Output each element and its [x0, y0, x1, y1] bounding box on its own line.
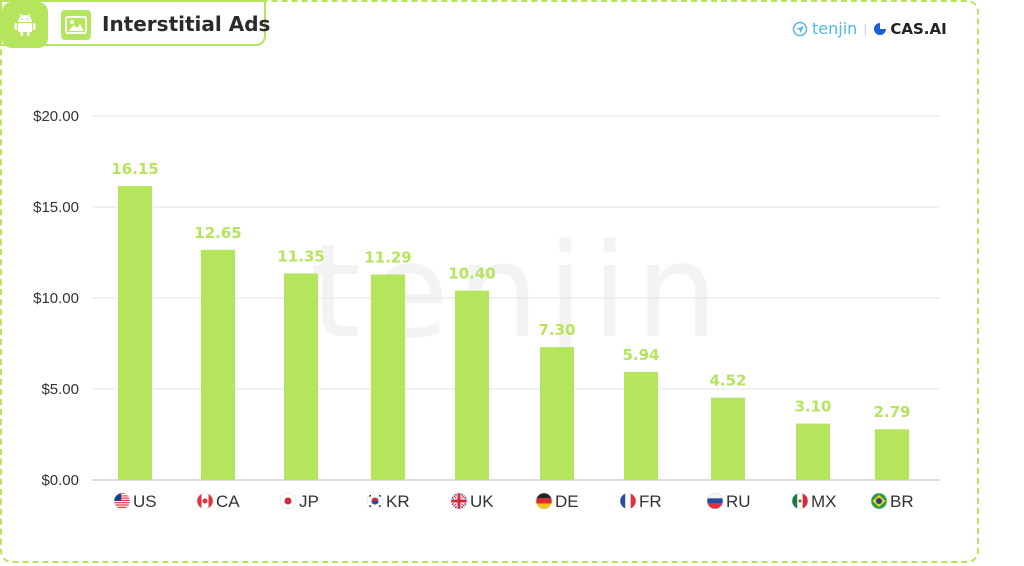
bar-uk: [455, 290, 489, 480]
data-label: 16.15: [111, 160, 158, 178]
cas-brand-name: CAS.AI: [890, 19, 947, 38]
ru-flag-icon: [706, 492, 724, 510]
y-tick-label: $5.00: [41, 381, 79, 398]
tenjin-logo: tenjin: [792, 19, 857, 38]
x-tick-label: KR: [386, 492, 410, 511]
mx-flag-icon: [791, 492, 809, 510]
y-tick-label: $20.00: [33, 108, 79, 125]
x-tick-label: FR: [639, 492, 662, 511]
android-icon: [2, 2, 48, 48]
jp-flag-icon: [279, 492, 297, 510]
bar-kr: [371, 274, 405, 480]
data-label: 7.30: [538, 321, 575, 339]
bar-br: [875, 429, 909, 480]
data-label: 11.29: [364, 249, 411, 267]
tenjin-brand-name: tenjin: [812, 19, 858, 38]
data-label: 3.10: [794, 398, 831, 416]
x-tick-label: DE: [555, 492, 579, 511]
x-tick-label: UK: [470, 492, 494, 511]
br-flag-icon: [870, 492, 888, 510]
header-tab: Interstitial Ads: [0, 0, 270, 48]
data-label: 11.35: [277, 247, 324, 265]
x-tick-label: BR: [890, 492, 914, 511]
data-label: 12.65: [194, 224, 241, 242]
cas-logo-icon: [874, 22, 887, 35]
data-label: 10.40: [448, 265, 495, 283]
image-ad-icon: [61, 10, 91, 40]
chart-frame: [0, 0, 979, 563]
x-tick-label: CA: [216, 492, 240, 511]
x-tick-label: JP: [299, 492, 319, 511]
data-label: 2.79: [873, 403, 910, 421]
y-tick-label: $15.00: [33, 199, 79, 216]
cas-logo: CAS.AI: [873, 19, 947, 38]
ca-flag-icon: [196, 492, 214, 510]
fr-flag-icon: [619, 492, 637, 510]
data-label: 4.52: [709, 372, 746, 390]
bar-de: [540, 347, 574, 480]
bar-jp: [284, 273, 318, 480]
de-flag-icon: [535, 492, 553, 510]
data-label: 5.94: [622, 346, 659, 364]
bar-mx: [796, 423, 830, 480]
uk-flag-icon: [450, 492, 468, 510]
kr-flag-icon: [366, 492, 384, 510]
bar-fr: [624, 371, 658, 480]
brand-logos: tenjin | CAS.AI: [792, 19, 947, 38]
page-title: Interstitial Ads: [102, 12, 271, 36]
tenjin-logo-icon: [792, 21, 808, 36]
x-tick-label: RU: [726, 492, 751, 511]
y-tick-label: $10.00: [33, 290, 79, 307]
x-tick-label: MX: [811, 492, 837, 511]
x-tick-label: US: [133, 492, 157, 511]
brand-divider: |: [863, 21, 868, 36]
bar-us: [118, 186, 152, 480]
bar-ru: [711, 397, 745, 480]
y-tick-label: $0.00: [41, 472, 79, 489]
us-flag-icon: [113, 492, 131, 510]
bar-ca: [201, 249, 235, 480]
